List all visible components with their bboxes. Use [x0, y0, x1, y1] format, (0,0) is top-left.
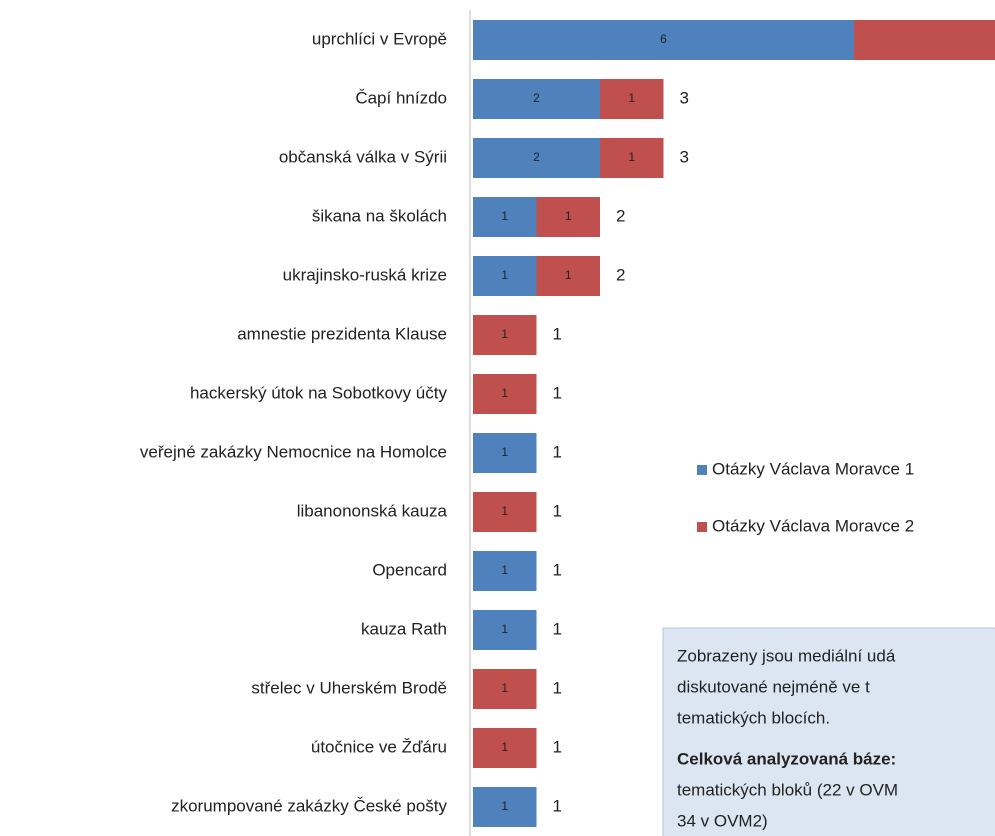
segment-label: 1 — [501, 268, 508, 282]
total-label: 1 — [553, 383, 562, 402]
category-label: ukrajinsko-ruská krize — [283, 265, 447, 284]
category-label: Opencard — [372, 560, 447, 579]
segment-label: 1 — [501, 740, 508, 754]
segment-label: 1 — [501, 209, 508, 223]
category-label: šikana na školách — [312, 206, 447, 225]
note-text: Zobrazeny jsou mediální udá — [677, 646, 896, 665]
bar-segment — [473, 138, 600, 178]
total-label: 3 — [680, 88, 689, 107]
category-label: občanská válka v Sýrii — [279, 147, 447, 166]
total-label: 2 — [616, 206, 625, 225]
note-text: 34 v OVM2) — [677, 811, 768, 830]
bar-segment — [473, 728, 537, 768]
total-label: 1 — [553, 678, 562, 697]
bar-segment — [536, 256, 600, 296]
note-text: tematických bloků (22 v OVM — [677, 780, 898, 799]
bar-segment — [473, 433, 537, 473]
segment-label: 1 — [501, 504, 508, 518]
segment-label: 2 — [533, 150, 540, 164]
legend-swatch — [697, 522, 707, 532]
category-label: libanononská kauza — [297, 501, 448, 520]
legend-label: Otázky Václava Moravce 2 — [712, 516, 914, 535]
total-label: 1 — [553, 442, 562, 461]
category-label: hackerský útok na Sobotkovy účty — [190, 383, 448, 402]
segment-label: 1 — [501, 622, 508, 636]
segment-label: 1 — [501, 563, 508, 577]
total-label: 1 — [553, 501, 562, 520]
segment-label: 1 — [501, 445, 508, 459]
bar-segment — [600, 79, 664, 119]
segment-label: 1 — [501, 681, 508, 695]
total-label: 1 — [553, 560, 562, 579]
category-label: kauza Rath — [361, 619, 447, 638]
segment-label: 1 — [501, 327, 508, 341]
note-text: Celková analyzovaná báze: — [677, 749, 896, 768]
category-label: zkorumpované zakázky České pošty — [171, 796, 447, 815]
total-label: 3 — [680, 147, 689, 166]
category-label: veřejné zakázky Nemocnice na Homolce — [140, 442, 447, 461]
bar-segment — [473, 256, 537, 296]
segment-label: 1 — [501, 799, 508, 813]
category-label: uprchlíci v Evropě — [312, 29, 447, 48]
bar-segment — [536, 197, 600, 237]
bar-segment — [473, 315, 537, 355]
bar-segment — [473, 610, 537, 650]
bar-segment — [473, 492, 537, 532]
segment-label: 1 — [565, 268, 572, 282]
bar-segment — [473, 374, 537, 414]
bar-segment — [473, 20, 854, 60]
legend-label: Otázky Václava Moravce 1 — [712, 459, 914, 478]
segment-label: 1 — [628, 91, 635, 105]
bar-segment — [473, 669, 537, 709]
category-label: amnestie prezidenta Klause — [237, 324, 447, 343]
category-label: Čapí hnízdo — [355, 88, 447, 107]
total-label: 1 — [553, 619, 562, 638]
segment-label: 6 — [660, 32, 667, 46]
legend-swatch — [697, 465, 707, 475]
bar-segment — [473, 787, 537, 827]
total-label: 1 — [553, 324, 562, 343]
bar-segment — [473, 79, 600, 119]
segment-label: 1 — [628, 150, 635, 164]
bar-segment — [473, 551, 537, 591]
segment-label: 1 — [501, 386, 508, 400]
total-label: 1 — [553, 737, 562, 756]
total-label: 1 — [553, 796, 562, 815]
bar-segment — [854, 20, 995, 60]
total-label: 2 — [616, 265, 625, 284]
segment-label: 2 — [533, 91, 540, 105]
category-label: útočnice ve Žďáru — [311, 737, 447, 756]
bar-segment — [600, 138, 664, 178]
segment-label: 1 — [565, 209, 572, 223]
bar-segment — [473, 197, 537, 237]
note-text: tematických blocích. — [677, 708, 830, 727]
category-label: střelec v Uherském Brodě — [251, 678, 447, 697]
note-box — [662, 627, 995, 836]
note-text: diskutované nejméně ve t — [677, 677, 870, 696]
